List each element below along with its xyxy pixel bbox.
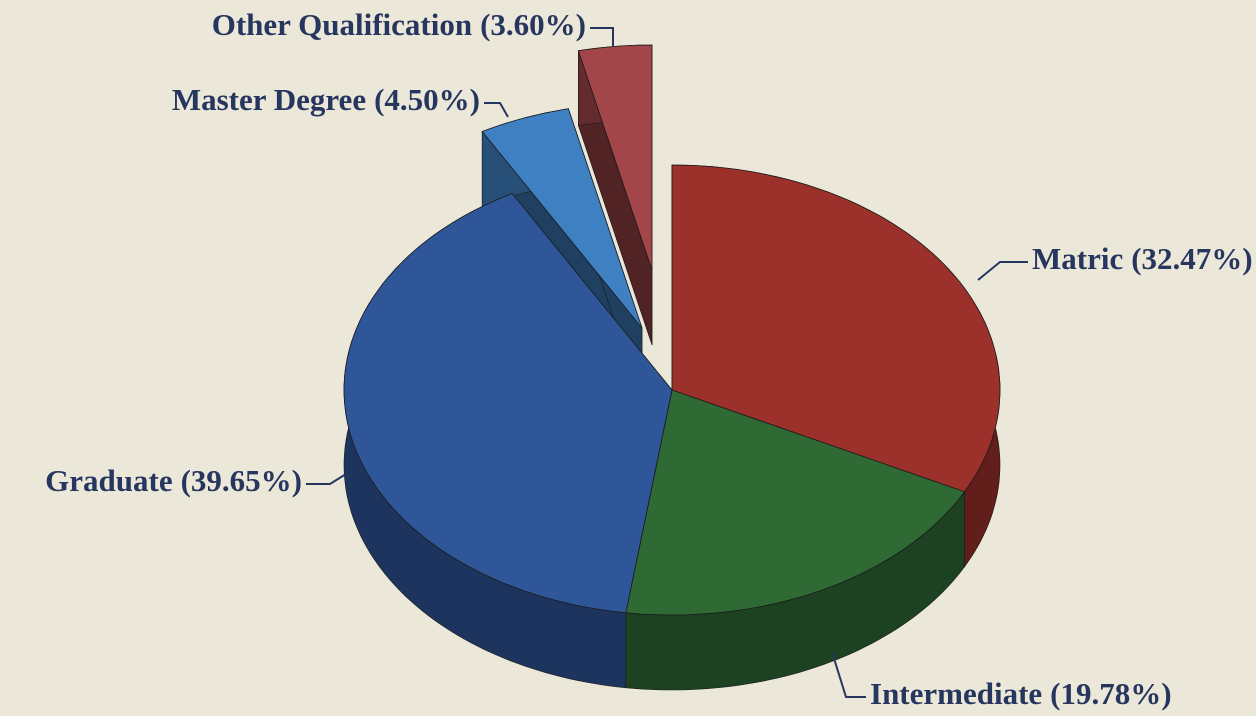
- leader-line: [831, 651, 866, 698]
- slice: [343, 193, 673, 614]
- slice-label: Matric (32.47%): [1032, 241, 1253, 276]
- slice-label: Intermediate (19.78%): [870, 676, 1172, 711]
- leader-line: [977, 261, 1028, 281]
- slice: [671, 164, 1001, 493]
- label-name: Master Degree: [172, 82, 366, 117]
- pie: [343, 44, 1001, 691]
- label-value: (3.60%): [480, 7, 586, 42]
- leader-line: [306, 473, 347, 485]
- slice-label: Master Degree (4.50%): [172, 82, 480, 117]
- slice-label: Graduate (39.65%): [45, 463, 302, 498]
- label-value: (19.78%): [1050, 676, 1171, 711]
- labels: Matric (32.47%) Intermediate (19.78%) Grad…: [45, 7, 1252, 711]
- label-name: Matric: [1032, 241, 1123, 276]
- slice: [577, 44, 653, 271]
- label-value: (4.50%): [374, 82, 480, 117]
- leader-line: [484, 102, 509, 118]
- slice-label: Other Qualification (3.60%): [212, 7, 586, 42]
- leader-line: [590, 27, 614, 46]
- label-name: Graduate: [45, 463, 172, 498]
- slice: [481, 108, 643, 329]
- label-name: Other Qualification: [212, 7, 472, 42]
- label-value: (39.65%): [181, 463, 302, 498]
- label-name: Intermediate: [870, 676, 1042, 711]
- slice: [625, 389, 966, 616]
- label-value: (32.47%): [1131, 241, 1252, 276]
